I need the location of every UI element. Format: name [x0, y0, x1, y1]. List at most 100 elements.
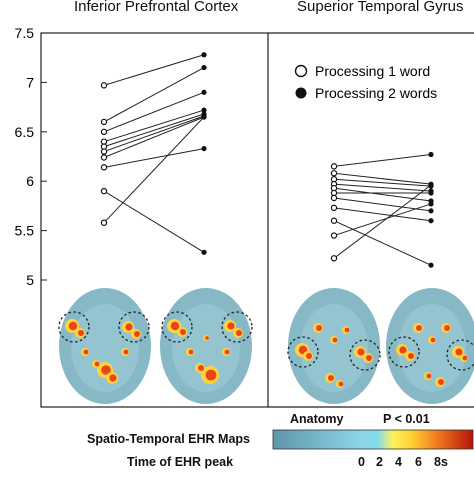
right-point-2words-10	[428, 182, 434, 188]
activation-hot-3-6	[444, 325, 450, 331]
colorbar-p-label: P < 0.01	[383, 412, 430, 426]
activation-hot-2-4	[332, 337, 338, 343]
activation-hot-2-5	[316, 325, 322, 331]
activation-hot-3-8	[438, 379, 444, 385]
right-point-2words-9	[428, 201, 434, 207]
left-point-1word-8	[100, 187, 108, 195]
activation-hot-1-2	[227, 322, 235, 330]
activation-hot-3-4	[430, 337, 436, 343]
activation-hot-1-8	[205, 336, 209, 340]
activation-hot-1-1	[180, 329, 186, 335]
activation-hot-3-3	[462, 355, 468, 361]
colorbar-tick-4: 4	[395, 455, 402, 469]
activation-hot-3-7	[426, 373, 432, 379]
activation-hot-0-0	[68, 321, 78, 331]
activation-hot-2-8	[338, 381, 344, 387]
right-line-3	[333, 183, 432, 192]
y-tick-label-5: 5	[26, 272, 34, 288]
left-line-3	[103, 109, 205, 143]
legend-marker-filled	[295, 87, 307, 99]
activation-hot-2-1	[306, 353, 312, 359]
right-line-7	[333, 207, 432, 222]
left-point-1word-9	[100, 219, 108, 226]
colorbar-tick-6: 6	[415, 455, 422, 469]
brain-inner-1	[172, 304, 240, 392]
activation-hot-2-3	[366, 355, 372, 361]
left-point-2words-9	[201, 114, 207, 120]
right-point-1word-6	[330, 194, 338, 202]
activation-hot-2-2	[357, 348, 365, 356]
left-line-7	[103, 148, 205, 168]
legend-label-1: Processing 1 word	[315, 63, 430, 79]
right-point-1word-0	[330, 163, 338, 170]
y-tick-label-0: 7.5	[15, 25, 35, 41]
roi-circle-0-1	[118, 311, 150, 343]
activation-hot-3-1	[408, 353, 414, 359]
colorbar-tick-8: 8s	[434, 455, 448, 469]
activation-hot-2-7	[328, 375, 334, 381]
activation-hot-3-0	[399, 346, 407, 354]
left-point-2words-0	[201, 52, 207, 58]
activation-hot-1-0	[170, 321, 180, 331]
legend-marker-open	[294, 64, 308, 78]
activation-hot-0-8	[123, 349, 129, 355]
right-line-2	[333, 178, 432, 187]
left-line-8	[103, 190, 205, 253]
right-panel-title: Superior Temporal Gyrus	[297, 0, 464, 15]
activation-hot-1-3	[236, 330, 242, 336]
activation-hot-0-1	[78, 330, 84, 336]
right-point-1word-8	[330, 217, 338, 224]
activation-hot-1-6	[188, 349, 194, 355]
colorbar-maps-label: Spatio-Temporal EHR Maps	[87, 432, 250, 446]
right-point-1word-10	[330, 255, 338, 262]
left-point-1word-2	[100, 128, 108, 135]
roi-circle-2-1	[349, 339, 381, 371]
right-point-1word-9	[330, 232, 338, 239]
right-panel-lines	[330, 151, 434, 268]
left-point-1word-5	[100, 148, 108, 155]
y-axis: 7.5 7 6.5 6 5.5 5	[15, 25, 47, 288]
activation-hot-0-4	[101, 365, 111, 375]
left-point-1word-6	[100, 154, 108, 161]
activation-hot-0-3	[134, 331, 140, 337]
left-point-2words-7	[201, 145, 207, 152]
roi-circle-3-1	[446, 339, 474, 371]
roi-circle-2-0	[287, 336, 319, 368]
activation-hot-3-5	[416, 325, 422, 331]
right-line-1	[333, 172, 432, 185]
left-line-1	[103, 67, 205, 123]
colorbar-tick-2: 2	[376, 455, 383, 469]
activation-hot-0-7	[83, 349, 89, 355]
right-line-9	[333, 203, 432, 237]
right-line-10	[333, 184, 432, 259]
right-point-2words-5	[428, 190, 434, 196]
activation-hot-0-2	[125, 323, 133, 331]
left-point-1word-7	[100, 164, 108, 171]
right-line-8	[333, 220, 432, 266]
y-tick-label-1: 7	[26, 74, 34, 90]
activation-hot-0-6	[94, 361, 100, 367]
left-panel-frame	[40, 32, 269, 408]
roi-circle-1-0	[161, 311, 193, 343]
brain-images	[58, 288, 474, 404]
right-point-2words-0	[428, 151, 434, 158]
colorbar	[272, 429, 474, 450]
right-point-2words-8	[428, 262, 434, 268]
roi-circle-1-1	[221, 311, 253, 343]
left-line-6	[103, 116, 205, 158]
brain-inner-0	[71, 304, 139, 392]
y-tick-label-4: 5.5	[15, 223, 35, 239]
roi-circle-3-0	[388, 336, 420, 368]
left-line-0	[103, 54, 205, 86]
colorbar-anatomy-label: Anatomy	[290, 412, 344, 426]
right-point-2words-6	[428, 208, 434, 214]
colorbar-peak-label: Time of EHR peak	[127, 455, 234, 469]
right-line-4	[333, 187, 432, 202]
left-line-9	[103, 116, 205, 224]
right-point-1word-7	[330, 204, 338, 212]
activation-hot-1-5	[198, 365, 204, 371]
left-panel-title: Inferior Prefrontal Cortex	[74, 0, 239, 15]
left-line-5	[103, 115, 205, 153]
